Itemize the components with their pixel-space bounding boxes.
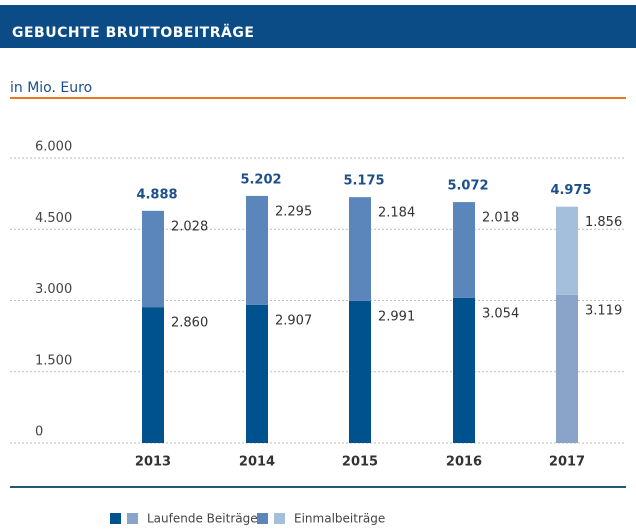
- bar-segment: [453, 297, 475, 443]
- x-tick-label: 2014: [239, 455, 275, 470]
- bar-segment: [453, 202, 475, 298]
- x-tick-label: 2016: [446, 455, 482, 470]
- value-label: 2.991: [378, 309, 415, 324]
- chart-subtitle: in Mio. Euro: [10, 80, 92, 96]
- legend-swatch: [110, 513, 121, 524]
- bar-segment: [246, 304, 268, 443]
- value-label: 2.028: [171, 219, 208, 234]
- total-label: 4.888: [136, 187, 177, 202]
- y-tick-label: 1.500: [35, 353, 72, 368]
- chart-title: GEBUCHTE BRUTTOBEITRÄGE: [12, 24, 254, 41]
- bar-segment: [142, 210, 164, 308]
- value-label: 2.860: [171, 316, 208, 331]
- value-label: 2.295: [275, 204, 312, 219]
- total-label: 5.175: [343, 174, 384, 189]
- bar-segment: [246, 195, 268, 305]
- total-label: 4.975: [550, 183, 591, 198]
- bar-segment: [556, 294, 578, 443]
- y-tick-label: 4.500: [35, 211, 72, 226]
- bar-segment: [349, 197, 371, 301]
- x-tick-label: 2015: [342, 455, 378, 470]
- bar-segment: [556, 206, 578, 295]
- value-label: 2.184: [378, 206, 415, 221]
- x-tick-label: 2013: [135, 455, 171, 470]
- bar-segment: [142, 307, 164, 443]
- header-band: [0, 5, 636, 48]
- y-tick-label: 6.000: [35, 140, 72, 155]
- legend-swatch: [127, 513, 138, 524]
- total-label: 5.202: [240, 172, 281, 187]
- value-label: 3.119: [585, 303, 622, 318]
- legend-swatch: [274, 513, 285, 524]
- value-label: 2.907: [275, 313, 312, 328]
- value-label: 3.054: [482, 306, 519, 321]
- value-label: 1.856: [585, 215, 622, 230]
- legend-label: Einmalbeiträge: [294, 512, 385, 526]
- value-label: 2.018: [482, 211, 519, 226]
- legend-label: Laufende Beiträge: [147, 512, 258, 526]
- total-label: 5.072: [447, 179, 488, 194]
- y-tick-label: 0: [35, 425, 43, 440]
- y-tick-label: 3.000: [35, 282, 72, 297]
- bar-segment: [349, 300, 371, 443]
- x-tick-label: 2017: [549, 455, 585, 470]
- legend-swatch: [257, 513, 268, 524]
